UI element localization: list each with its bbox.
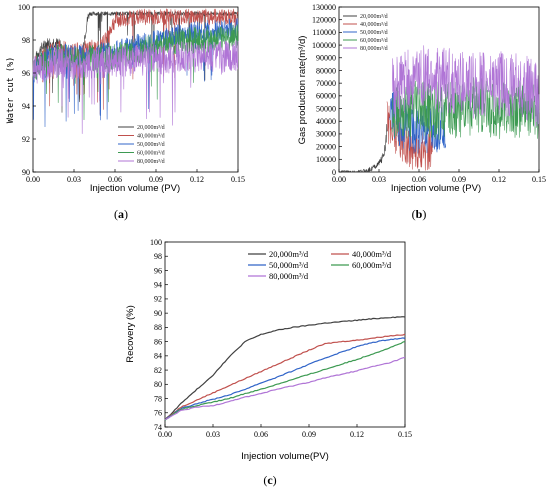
legend-entry-label: 20,000m³/d [137,125,165,131]
panel-b-series-line [386,101,433,171]
panel-b-y-tick-label: 50000 [316,104,336,113]
panel-c-series-line [164,340,406,421]
panel-b-y-tick-label: 80000 [316,66,336,75]
panel-a-caption: (a) [114,207,128,221]
panel-a-water-cut-chart: 0.00 0.03 0.06 0.09 0.12 0.15 90 92 94 96 98 100 In… [6,3,245,221]
legend-entry-label: 60,000m³/d [137,151,165,157]
legend-entry-label: 80,000m³/d [360,46,388,52]
panel-b-y-tick-label: 10000 [316,155,336,164]
panel-c-y-axis-label: Recovery (%) [125,305,136,363]
panel-c-y-tick-label: 100 [150,238,162,247]
panel-c-y-tick-label: 96 [154,266,162,275]
panel-b-series-line [338,124,388,173]
panel-b-x-tick-label: 0.06 [412,175,426,184]
panel-a-x-tick-label: 0.03 [67,175,81,184]
panel-b-caption: (b) [412,207,427,221]
panel-c-y-tick-label: 76 [154,409,162,418]
legend-entry-label: 60,000m³/d [352,260,392,270]
panel-c-y-tick-label: 80 [154,380,162,389]
panel-a-x-tick-label: 0.09 [149,175,163,184]
panel-b-x-axis-label: Injection volume (PV) [391,183,481,194]
panel-c-x-tick-label: 0.09 [302,430,316,439]
panel-a-y-tick-label: 94 [22,102,30,111]
panel-c-y-tick-label: 94 [154,280,162,289]
panel-c-series-line [164,316,406,420]
legend-entry-label: 80,000m³/d [137,159,165,165]
legend-entry-label: 20,000m³/d [360,14,388,20]
panel-c-x-tick-label: 0.00 [158,430,172,439]
panel-a-y-tick-label: 90 [22,168,30,177]
panel-b-legend: 20,000m³/d 40,000m³/d 50,000m³/d 60,000m³/d… [343,14,388,52]
panel-b-y-tick-label: 70000 [316,79,336,88]
legend-entry-label: 20,000m³/d [269,249,309,259]
panel-a-x-tick-label: 0.12 [190,175,204,184]
panel-b-x-tick-label: 0.09 [452,175,466,184]
panel-b-y-tick-label: 100000 [312,41,336,50]
panel-c-y-tick-label: 98 [154,252,162,261]
panel-b-y-tick-label: 20000 [316,142,336,151]
panel-a-x-tick-label: 0.06 [108,175,122,184]
panel-c-y-tick-label: 74 [154,423,162,432]
panel-c-y-tick-label: 84 [154,352,162,361]
panel-b-y-tick-label: 30000 [316,130,336,139]
panel-a-y-tick-label: 100 [18,3,30,12]
panel-c-series-line [164,333,406,421]
panel-c-series-line [164,356,406,421]
panel-c-x-tick-label: 0.06 [254,430,268,439]
panel-c-x-axis-label: Injection volume(PV) [241,451,329,462]
panel-a-legend: 20,000m³/d 40,000m³/d 50,000m³/d 60,000m³/d… [118,125,165,165]
panel-c-series-line [164,337,406,421]
panel-b-x-tick-label: 0.03 [372,175,386,184]
panel-b-y-tick-label: 120000 [312,15,336,24]
panel-c-recovery-chart: 0.00 0.03 0.06 0.09 0.12 0.15 74 76 78 80 82 84 86 88… [125,238,412,487]
panel-b-y-tick-label: 0 [332,168,336,177]
panel-a-series-line [32,18,239,127]
panel-a-series-line [32,39,239,134]
panel-b-y-axis-label: Gas production rate(m³/d) [297,36,308,145]
panel-c-legend: 20,000m³/d 40,000m³/d 50,000m³/d 60,000m³/d… [248,249,392,281]
panel-c-x-tick-label: 0.03 [206,430,220,439]
panel-c-caption: (c) [263,473,276,487]
panel-b-x-tick-label: 0.00 [332,175,346,184]
legend-entry-label: 50,000m³/d [360,30,388,36]
panel-a-y-tick-label: 98 [22,36,30,45]
panel-c-y-tick-label: 86 [154,337,162,346]
panel-b-y-tick-label: 40000 [316,117,336,126]
panel-b-x-tick-label: 0.15 [532,175,546,184]
panel-b-x-tick-label: 0.12 [492,175,506,184]
panel-c-y-tick-label: 90 [154,309,162,318]
panel-a-y-tick-label: 96 [22,69,30,78]
panel-c-y-tick-label: 82 [154,366,162,375]
panel-b-y-tick-label: 130000 [312,3,336,12]
panel-b-y-tick-label: 60000 [316,92,336,101]
panel-a-x-tick-label: 0.00 [26,175,40,184]
panel-a-y-axis-label: Water cut (%) [6,57,16,124]
legend-entry-label: 40,000m³/d [137,134,165,140]
legend-entry-label: 40,000m³/d [352,249,392,259]
legend-entry-label: 50,000m³/d [269,260,309,270]
legend-entry-label: 50,000m³/d [137,142,165,148]
panel-b-series-line [392,45,540,127]
panel-a-series-line [32,8,239,115]
panel-b-y-tick-label: 90000 [316,54,336,63]
panel-c-x-tick-label: 0.12 [350,430,364,439]
panel-c-x-tick-label: 0.15 [398,430,412,439]
legend-entry-label: 60,000m³/d [360,38,388,44]
legend-entry-label: 80,000m³/d [269,271,309,281]
panel-a-x-axis-label: Injection volume (PV) [90,183,180,194]
panel-c-y-tick-label: 88 [154,323,162,332]
panel-b-y-tick-label: 110000 [312,28,336,37]
legend-entry-label: 40,000m³/d [360,22,388,28]
panel-b-gas-production-chart: 0.00 0.03 0.06 0.09 0.12 0.15 0 10000 20000 30000… [297,3,546,221]
panel-a-y-tick-label: 92 [22,135,30,144]
panel-a-x-tick-label: 0.15 [231,175,245,184]
panel-c-y-tick-label: 92 [154,295,162,304]
panel-c-y-tick-label: 78 [154,394,162,403]
